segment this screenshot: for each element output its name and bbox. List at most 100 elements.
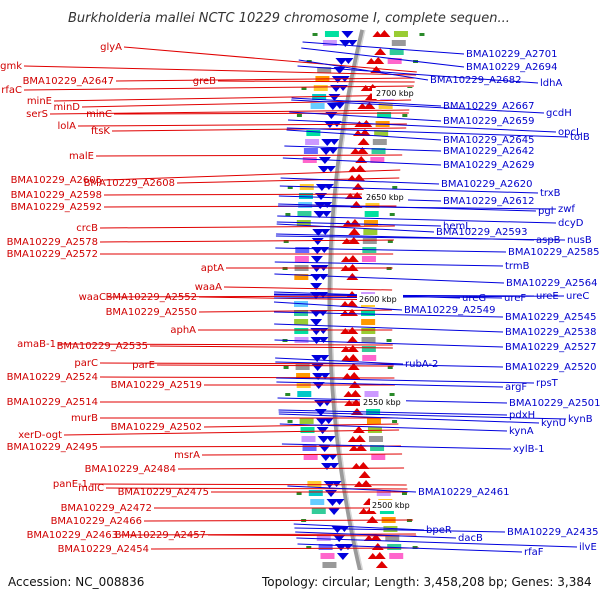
forward-gene-label: BMA10229_A2484 — [85, 464, 176, 475]
right-label-line — [281, 443, 512, 450]
forward-gene-arrow — [366, 58, 377, 64]
right-label-line — [274, 323, 504, 333]
reverse-gene-label: pdxH — [509, 410, 535, 421]
forward-gene-label: BMA10229_A2647 — [23, 76, 114, 87]
forward-feature-box — [361, 319, 376, 325]
label-lines — [23, 41, 578, 553]
left-label-line — [150, 547, 419, 550]
reverse-gene-label: ureE — [536, 291, 559, 302]
reverse-gene-arrow — [331, 526, 344, 533]
reverse-gene-arrow — [343, 58, 354, 64]
forward-feature-box — [363, 229, 378, 235]
right-label-line — [289, 111, 442, 122]
kbp-2550: 2550 kbp — [363, 398, 401, 407]
forward-gene-label: parE — [132, 360, 155, 371]
right-label-line — [291, 97, 442, 107]
reverse-gene-label: BMA10229_A2682 — [430, 75, 521, 86]
reverse-feature-box — [303, 148, 318, 154]
left-label-line — [23, 65, 417, 76]
reverse-feature-box — [302, 445, 317, 451]
reverse-gene-arrow — [318, 328, 329, 334]
forward-gene-arrow — [347, 436, 358, 442]
reverse-gene-label: ldhA — [540, 78, 562, 89]
reverse-gene-label: BMA10229_A2461 — [418, 487, 509, 498]
reverse-gene-arrow — [318, 157, 331, 164]
forward-feature-box — [374, 130, 389, 136]
right-label-line — [279, 423, 508, 432]
right-label-line — [278, 409, 508, 416]
forward-gene-label: malE — [69, 151, 94, 162]
reverse-gene-label: rpsT — [536, 378, 559, 389]
forward-gene-label: mdlC — [78, 483, 104, 494]
kbp-2500: 2500 kbp — [372, 501, 410, 510]
right-label-line — [296, 537, 578, 548]
reverse-gene-label: BMA10229_A2667 — [443, 101, 534, 112]
right-label-line — [276, 221, 442, 227]
reverse-gene-arrow — [341, 31, 354, 38]
forward-gene-label: gmk — [0, 61, 22, 72]
forward-gene-label: BMA10229_A2514 — [7, 397, 98, 408]
reverse-feature-box — [318, 544, 333, 550]
reverse-feature-box — [308, 490, 323, 496]
reverse-gene-label: BMA10229_A2642 — [443, 146, 534, 157]
forward-gene-label: BMA10229_A2552 — [106, 292, 197, 303]
right-label-line — [286, 127, 569, 138]
reverse-gene-arrow — [319, 355, 330, 361]
forward-gene-arrow — [340, 310, 351, 316]
reverse-gene-arrow — [334, 103, 345, 109]
forward-gene-arrow — [347, 354, 360, 361]
reverse-gene-arrow — [312, 373, 325, 380]
forward-gene-label: minC — [86, 109, 112, 120]
forward-feature-box — [385, 535, 400, 541]
forward-gene-label: BMA10229_A2598 — [11, 190, 102, 201]
right-label-line — [278, 411, 567, 420]
forward-gene-arrow — [372, 57, 385, 64]
left-label-line — [23, 85, 414, 91]
forward-feature-box — [377, 112, 392, 118]
forward-gene-label: BMA10229_A2475 — [118, 487, 209, 498]
forward-gene-arrow — [342, 220, 353, 226]
reverse-gene-arrow — [318, 337, 329, 343]
right-label-line — [274, 261, 504, 267]
forward-gene-arrow — [373, 552, 386, 559]
reverse-gene-arrow — [313, 211, 326, 218]
reverse-feature-box — [295, 247, 310, 253]
forward-gene-label: murB — [71, 413, 98, 424]
reverse-feature-box — [302, 157, 317, 163]
right-label-line — [301, 47, 465, 68]
left-label-line — [207, 534, 417, 537]
right-label-line — [274, 295, 565, 299]
reverse-feature-box — [294, 256, 309, 262]
left-label-line — [77, 123, 407, 127]
left-label-line — [113, 112, 409, 115]
right-label-line — [302, 41, 465, 55]
reverse-gene-arrow — [310, 337, 323, 344]
reverse-gene-arrow — [327, 454, 338, 460]
reverse-gene-arrow — [319, 454, 332, 461]
reverse-gene-label: ilvE — [579, 542, 597, 553]
reverse-gene-label: BMA10229_A2620 — [441, 179, 532, 190]
reverse-gene-arrow — [331, 76, 344, 83]
rna-tick — [412, 546, 418, 549]
reverse-feature-box — [306, 130, 321, 136]
forward-feature-box — [361, 310, 376, 316]
reverse-gene-arrow — [310, 319, 323, 326]
forward-gene-arrow — [346, 273, 359, 280]
forward-gene-label: BMA10229_A2592 — [11, 202, 102, 213]
reverse-gene-label: BMA10229_A2585 — [508, 247, 599, 258]
forward-gene-arrow — [346, 300, 359, 307]
reverse-gene-label: BMA10229_A2564 — [506, 278, 597, 289]
right-label-line — [277, 215, 557, 224]
reverse-gene-label: aspB — [536, 235, 561, 246]
forward-gene-arrow — [354, 481, 365, 487]
right-label-line — [276, 223, 435, 233]
kbp-2600: 2600 kbp — [359, 295, 397, 304]
left-label-line — [107, 295, 393, 298]
reverse-gene-arrow — [326, 103, 339, 110]
left-label-line — [89, 483, 407, 486]
reverse-gene-arrow — [325, 490, 338, 497]
forward-gene-arrow — [363, 102, 376, 109]
forward-gene-arrow — [358, 471, 371, 478]
